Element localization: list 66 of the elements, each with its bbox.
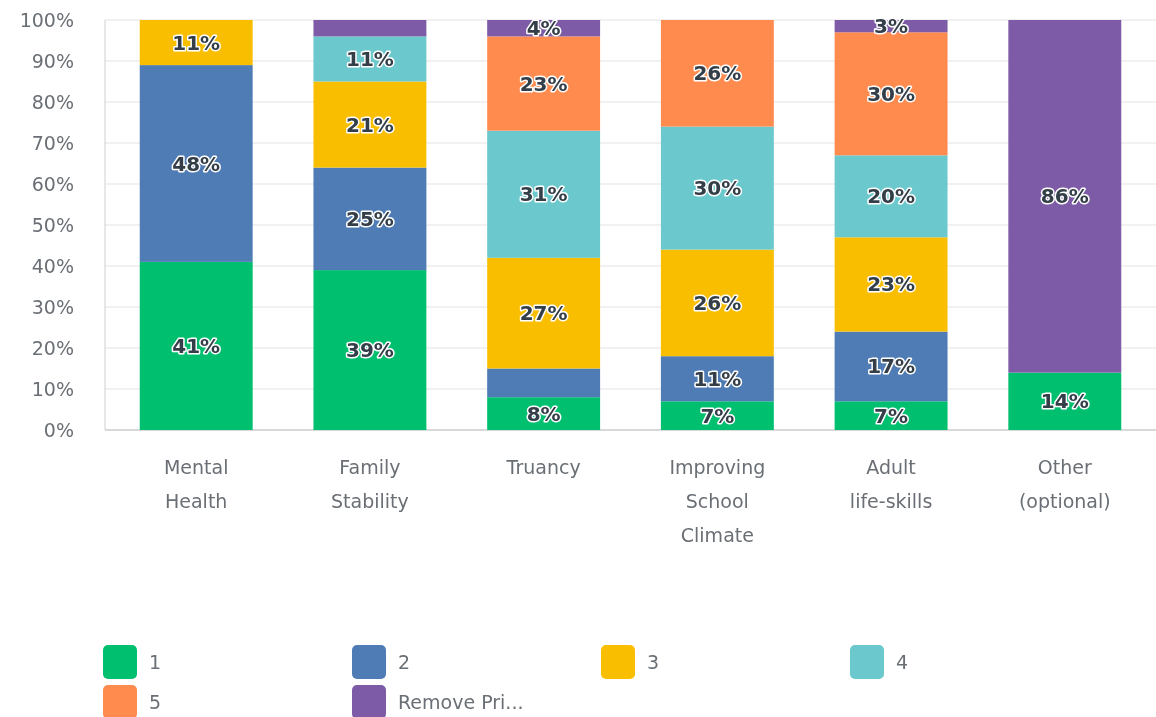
data-label: 11% xyxy=(172,30,221,55)
y-tick-label: 100% xyxy=(19,8,74,31)
bar xyxy=(313,270,427,430)
bar xyxy=(487,257,601,369)
bar xyxy=(313,167,427,271)
legend-label: 4 xyxy=(896,650,909,673)
data-label: 48% xyxy=(172,151,221,176)
bar xyxy=(834,155,948,238)
data-label: 25% xyxy=(345,206,394,231)
bar xyxy=(660,20,774,127)
bar xyxy=(313,81,427,168)
bar xyxy=(487,368,601,398)
y-tick-label: 10% xyxy=(31,377,74,400)
legend-label: 3 xyxy=(647,650,660,673)
data-label: 23% xyxy=(519,71,568,96)
y-tick-label: 80% xyxy=(31,90,74,113)
x-tick-label: Other (optional) xyxy=(1018,456,1111,512)
bar xyxy=(139,65,253,262)
bar xyxy=(487,36,601,131)
legend-label: Remove Pri... xyxy=(398,690,524,713)
data-label: 30% xyxy=(867,81,916,106)
y-tick-label: 0% xyxy=(43,418,74,441)
data-label: 17% xyxy=(867,354,916,379)
y-tick-label: 30% xyxy=(31,295,74,318)
data-label: 7% xyxy=(700,403,735,428)
y-tick-label: 40% xyxy=(31,254,74,277)
data-label: 20% xyxy=(867,184,916,209)
data-label: 23% xyxy=(867,272,916,297)
bar xyxy=(487,130,601,258)
bar xyxy=(834,331,948,402)
data-label: 4% xyxy=(526,16,561,41)
data-label: 11% xyxy=(345,46,394,71)
y-tick-label: 50% xyxy=(31,213,74,236)
legend-label: 5 xyxy=(149,690,162,713)
data-label: 11% xyxy=(693,366,742,391)
y-tick-label: 70% xyxy=(31,131,74,154)
x-tick-label: Improving School Climate xyxy=(669,456,766,546)
bar xyxy=(660,126,774,250)
x-tick-label: Family Stability xyxy=(331,456,409,512)
data-label: 27% xyxy=(519,301,568,326)
data-label: 86% xyxy=(1040,184,1089,209)
bar xyxy=(660,249,774,357)
data-label: 41% xyxy=(172,333,221,358)
y-tick-label: 90% xyxy=(31,49,74,72)
data-label: 8% xyxy=(526,401,561,426)
bar xyxy=(834,32,948,156)
data-label: 39% xyxy=(345,338,394,363)
bar xyxy=(313,20,427,37)
data-label: 26% xyxy=(693,61,742,86)
data-label: 14% xyxy=(1040,389,1089,414)
data-label: 26% xyxy=(693,290,742,315)
bar xyxy=(834,237,948,332)
x-tick-label: Adult life-skills xyxy=(849,456,933,512)
x-tick-label: Mental Health xyxy=(163,456,229,512)
y-tick-label: 20% xyxy=(31,336,74,359)
bar xyxy=(1008,20,1122,373)
y-tick-label: 60% xyxy=(31,172,74,195)
data-label: 3% xyxy=(874,14,909,39)
data-label: 30% xyxy=(693,176,742,201)
data-label: 31% xyxy=(519,182,568,207)
data-label: 21% xyxy=(345,112,394,137)
data-label: 7% xyxy=(874,403,909,428)
bar xyxy=(139,261,253,430)
legend-label: 2 xyxy=(398,650,411,673)
legend-label: 1 xyxy=(149,650,162,673)
x-tick-label: Truancy xyxy=(505,456,581,478)
